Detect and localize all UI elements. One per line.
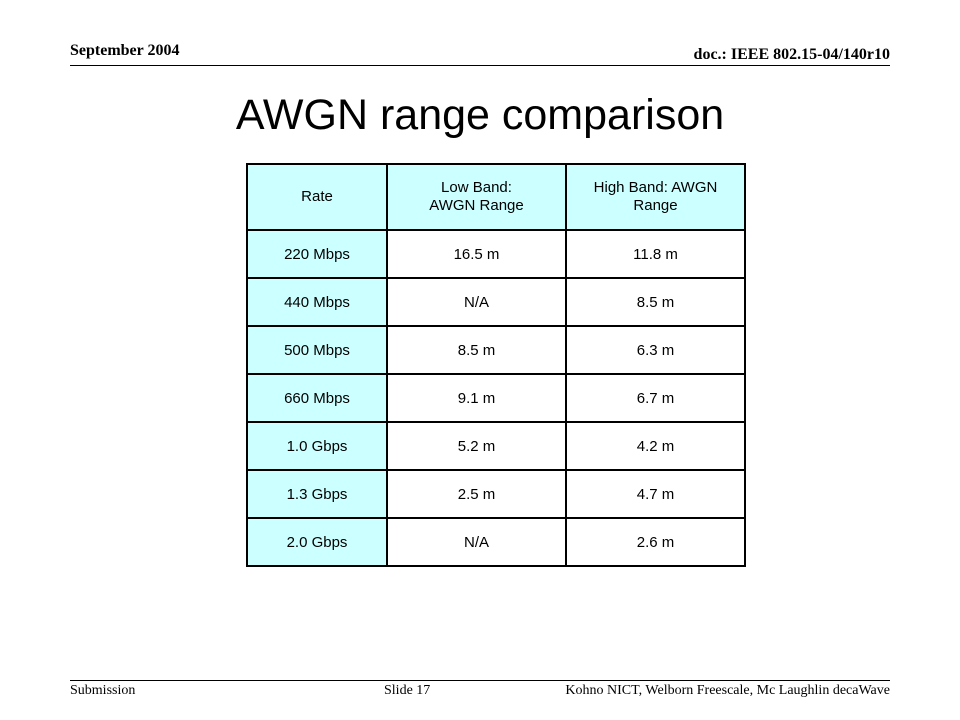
footer-authors: Kohno NICT, Welborn Freescale, Mc Laughl… — [565, 683, 890, 698]
header-low-band-label: Low Band: AWGN Range — [429, 179, 524, 214]
header-date: September 2004 — [70, 42, 180, 59]
footer-rule — [70, 680, 890, 681]
rate-cell: 440 Mbps — [246, 277, 388, 327]
rate-cell: 660 Mbps — [246, 373, 388, 423]
header-doc-id: doc.: IEEE 802.15-04/140r10 — [693, 46, 890, 63]
table-row: 220 Mbps 16.5 m 11.8 m — [246, 229, 746, 279]
high-band-cell: 2.6 m — [565, 517, 746, 567]
high-band-cell: 4.7 m — [565, 469, 746, 519]
table-row: 660 Mbps 9.1 m 6.7 m — [246, 373, 746, 423]
slide-title: AWGN range comparison — [235, 91, 725, 139]
rate-cell: 500 Mbps — [246, 325, 388, 375]
table-row: 1.3 Gbps 2.5 m 4.7 m — [246, 469, 746, 519]
table-row: 440 Mbps N/A 8.5 m — [246, 277, 746, 327]
header-rate: Rate — [246, 163, 388, 231]
low-band-cell: 5.2 m — [386, 421, 567, 471]
high-band-cell: 4.2 m — [565, 421, 746, 471]
high-band-cell: 11.8 m — [565, 229, 746, 279]
low-band-cell: 2.5 m — [386, 469, 567, 519]
low-band-cell: 8.5 m — [386, 325, 567, 375]
header-low-band: Low Band: AWGN Range — [386, 163, 567, 231]
footer-submission: Submission — [70, 683, 136, 698]
table-row: 1.0 Gbps 5.2 m 4.2 m — [246, 421, 746, 471]
rate-cell: 220 Mbps — [246, 229, 388, 279]
footer-slide-number: Slide 17 — [384, 683, 431, 698]
table-header-row: Rate Low Band: AWGN Range High Band: AWG… — [246, 163, 746, 231]
low-band-cell: N/A — [386, 517, 567, 567]
low-band-cell: 16.5 m — [386, 229, 567, 279]
range-table: Rate Low Band: AWGN Range High Band: AWG… — [246, 163, 746, 567]
low-band-cell: N/A — [386, 277, 567, 327]
header-rule — [70, 65, 890, 66]
rate-cell: 1.3 Gbps — [246, 469, 388, 519]
high-band-cell: 8.5 m — [565, 277, 746, 327]
rate-cell: 2.0 Gbps — [246, 517, 388, 567]
table-row: 2.0 Gbps N/A 2.6 m — [246, 517, 746, 567]
high-band-cell: 6.7 m — [565, 373, 746, 423]
header-high-band-label: High Band: AWGN Range — [593, 179, 718, 214]
header-high-band: High Band: AWGN Range — [565, 163, 746, 231]
high-band-cell: 6.3 m — [565, 325, 746, 375]
rate-cell: 1.0 Gbps — [246, 421, 388, 471]
low-band-cell: 9.1 m — [386, 373, 567, 423]
table-row: 500 Mbps 8.5 m 6.3 m — [246, 325, 746, 375]
